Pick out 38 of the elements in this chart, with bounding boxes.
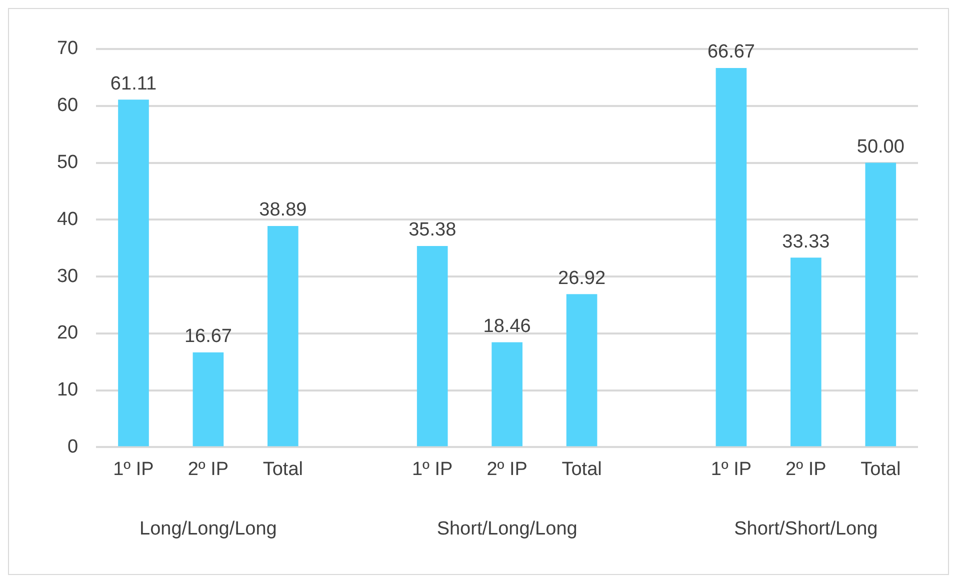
data-label: 16.67 (184, 326, 232, 348)
y-tick-label: 30 (56, 266, 78, 287)
y-tick-label: 60 (56, 95, 78, 116)
bar (192, 352, 224, 446)
data-label: 18.46 (483, 316, 531, 337)
y-tick-label: 70 (56, 38, 78, 60)
bar (566, 294, 598, 446)
bar (865, 162, 896, 446)
data-label: 50.00 (856, 136, 904, 158)
data-label: 61.11 (110, 73, 157, 94)
x-tick-label: 1º IP (113, 458, 154, 480)
x-tick-label: 2º IP (786, 458, 826, 480)
x-tick-label: 1º IP (710, 458, 752, 480)
y-tick-label: 0 (68, 436, 78, 458)
x-tick-label: Total (860, 458, 901, 480)
text: Long/Long/Long (140, 518, 277, 540)
bar (716, 68, 747, 446)
y-tick-label: 50 (56, 152, 78, 174)
bar (268, 226, 298, 446)
bar (416, 246, 448, 446)
x-tick-label: 2º IP (188, 458, 229, 480)
bar (790, 258, 822, 446)
data-label: 35.38 (408, 220, 456, 241)
x-tick-label: Total (262, 458, 303, 480)
data-label: 66.67 (707, 42, 755, 63)
x-tick-label: 2º IP (486, 458, 528, 480)
data-label: 26.92 (558, 268, 606, 289)
text: Short/Short/Long (734, 518, 878, 540)
data-label: 33.33 (782, 231, 830, 252)
text: Short/Long/Long (436, 518, 578, 540)
y-tick-label: 40 (56, 208, 78, 230)
data-label: 38.89 (259, 200, 307, 221)
bar (492, 342, 522, 446)
x-tick-label: 1º IP (412, 458, 453, 480)
y-tick-label: 20 (56, 322, 78, 344)
y-tick-label: 10 (56, 380, 78, 401)
bar (118, 100, 149, 446)
x-tick-label: Total (562, 458, 602, 480)
